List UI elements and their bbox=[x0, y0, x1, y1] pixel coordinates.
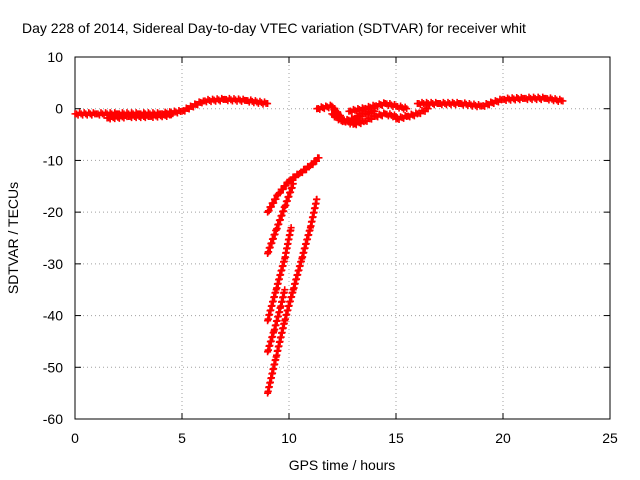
y-tick-labels: 10 0 -10 -20 -30 -40 -50 -60 bbox=[43, 49, 63, 427]
chart-title: Day 228 of 2014, Sidereal Day-to-day VTE… bbox=[22, 20, 526, 36]
y-tick-label: -20 bbox=[43, 204, 63, 220]
y-tick-label: -60 bbox=[43, 411, 63, 427]
data-point bbox=[264, 100, 272, 108]
data-point bbox=[167, 111, 175, 119]
y-tick-label: -50 bbox=[43, 359, 63, 375]
data-point bbox=[403, 105, 411, 113]
data-point bbox=[313, 195, 321, 203]
y-tick-label: 0 bbox=[55, 101, 63, 117]
y-tick-label: -10 bbox=[43, 152, 63, 168]
x-tick-label: 25 bbox=[602, 430, 618, 446]
plot-frame bbox=[74, 56, 611, 420]
x-tick-label: 10 bbox=[281, 430, 297, 446]
data-point bbox=[276, 189, 284, 197]
data-point bbox=[282, 182, 290, 190]
y-tick-label: -40 bbox=[43, 308, 63, 324]
data-point bbox=[287, 224, 295, 232]
x-tick-label: 15 bbox=[388, 430, 404, 446]
data-points bbox=[71, 93, 567, 397]
y-tick-label: 10 bbox=[47, 49, 63, 65]
x-tick-label: 0 bbox=[71, 430, 79, 446]
axis-ticks bbox=[74, 56, 611, 420]
data-point bbox=[279, 185, 287, 193]
x-axis-title: GPS time / hours bbox=[289, 457, 396, 473]
x-tick-label: 5 bbox=[178, 430, 186, 446]
data-point bbox=[281, 286, 289, 294]
x-tick-label: 20 bbox=[495, 430, 511, 446]
x-tick-labels: 0 5 10 15 20 25 bbox=[71, 430, 618, 446]
data-point bbox=[289, 180, 297, 188]
y-axis-title: SDTVAR / TECUs bbox=[5, 182, 21, 294]
data-point bbox=[315, 154, 323, 162]
y-tick-label: -30 bbox=[43, 256, 63, 272]
data-point bbox=[559, 97, 567, 105]
